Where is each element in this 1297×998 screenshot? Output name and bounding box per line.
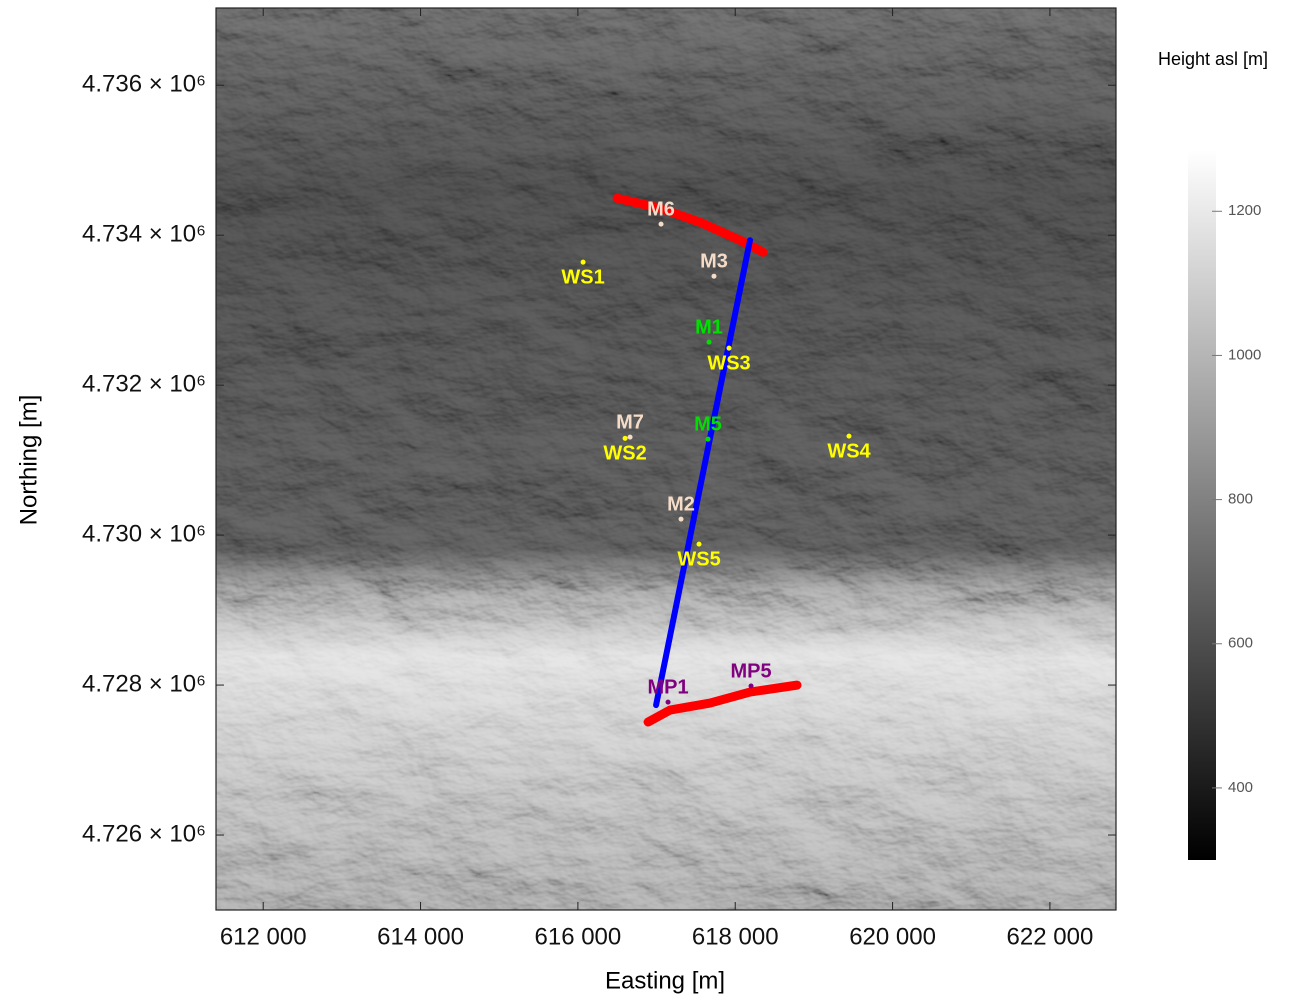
station-label: M3 — [700, 250, 728, 272]
colorbar-title: Height asl [m] — [1158, 49, 1268, 69]
station-label: M6 — [647, 198, 675, 220]
y-tick-label: 4.732 × 10⁶ — [82, 370, 206, 397]
station-label: M5 — [694, 413, 722, 435]
y-axis-label: Northing [m] — [15, 395, 42, 526]
station-point — [679, 517, 684, 522]
terrain-relief — [216, 8, 1116, 910]
station-point — [706, 437, 711, 442]
station-point — [628, 435, 633, 440]
station-label: MP1 — [647, 676, 688, 698]
station-label: WS3 — [707, 352, 750, 374]
y-tick-label: 4.734 × 10⁶ — [82, 221, 206, 248]
chart: M6 M3 WS1 M1 WS3 M7 WS2 M5 WS4 M2 WS5 MP1 MP5 Height… — [0, 0, 1297, 998]
station-point — [727, 346, 732, 351]
station-label: M1 — [695, 316, 723, 338]
station-label: WS2 — [603, 443, 646, 465]
x-axis-label: Easting [m] — [605, 967, 725, 994]
station-label: MP5 — [730, 660, 771, 682]
station-label: M2 — [667, 493, 695, 515]
station-point — [707, 340, 712, 345]
y-tick-label: 4.736 × 10⁶ — [82, 71, 206, 98]
x-tick-label: 612 000 — [220, 923, 307, 950]
station-label: WS4 — [827, 440, 871, 462]
colorbar-tick-label: 400 — [1228, 779, 1253, 796]
station-point — [659, 222, 664, 227]
station-label: WS5 — [677, 548, 720, 570]
colorbar — [1188, 150, 1216, 860]
colorbar-tick-label: 600 — [1228, 635, 1253, 652]
x-tick-label: 622 000 — [1007, 923, 1094, 950]
station-point — [697, 542, 702, 547]
station-label: M7 — [616, 411, 644, 433]
colorbar-tick-label: 1200 — [1228, 202, 1261, 219]
station-point — [711, 274, 716, 279]
x-tick-label: 620 000 — [849, 923, 936, 950]
colorbar-tick-label: 800 — [1228, 491, 1253, 508]
x-tick-label: 616 000 — [535, 923, 622, 950]
station-point — [666, 700, 671, 705]
y-tick-label: 4.726 × 10⁶ — [82, 820, 206, 847]
station-point — [623, 436, 628, 441]
terrain: M6 M3 WS1 M1 WS3 M7 WS2 M5 WS4 M2 WS5 MP1 MP5 — [216, 8, 1116, 910]
station-point — [749, 684, 754, 689]
station-label: WS1 — [561, 266, 604, 288]
y-tick-label: 4.730 × 10⁶ — [82, 520, 206, 547]
y-tick-label: 4.728 × 10⁶ — [82, 670, 206, 697]
x-tick-label: 614 000 — [377, 923, 464, 950]
colorbar-tick-label: 1000 — [1228, 346, 1261, 363]
x-tick-label: 618 000 — [692, 923, 779, 950]
station-point — [846, 434, 851, 439]
station-point — [581, 260, 586, 265]
